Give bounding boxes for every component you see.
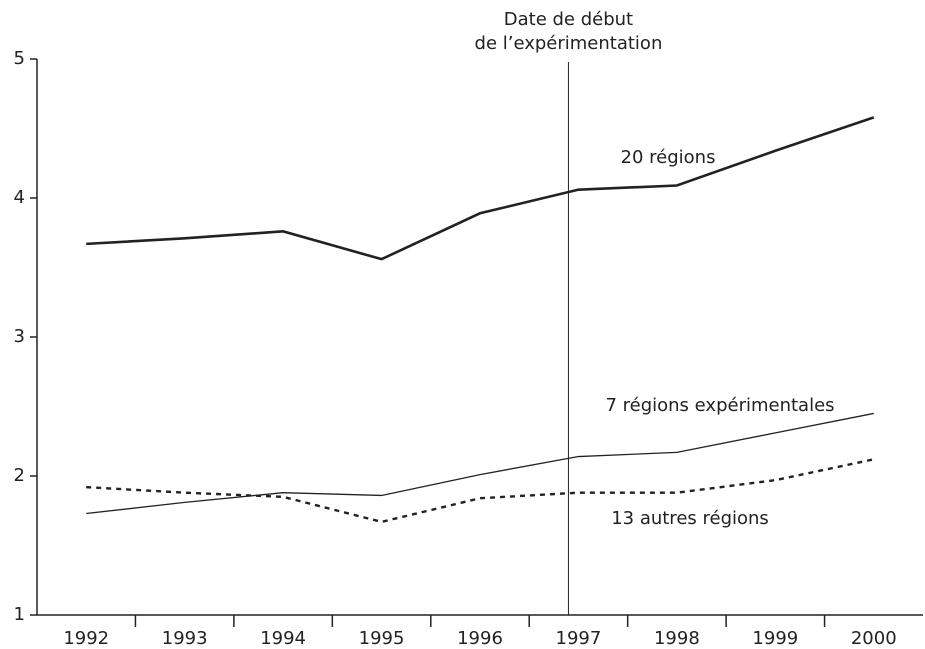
series-label: 13 autres régions [611, 508, 769, 529]
y-tick-label: 1 [14, 604, 25, 625]
annotation: Date de début [504, 9, 633, 30]
x-tick-label: 1992 [63, 628, 109, 649]
series-line [86, 412, 874, 515]
x-tick-label: 1996 [457, 628, 503, 649]
y-tick-label: 4 [14, 187, 25, 208]
y-tick-label: 3 [14, 326, 25, 347]
x-tick-label: 1995 [359, 628, 405, 649]
x-tick-label: 1994 [260, 628, 306, 649]
series-label: 7 régions expérimentales [605, 395, 834, 416]
x-tick-label: 1999 [752, 628, 798, 649]
x-tick-label: 2000 [851, 628, 897, 649]
x-tick-label: 1993 [162, 628, 208, 649]
annotation: de l’expérimentation [475, 33, 663, 54]
series-line [86, 116, 875, 261]
series-label: 20 régions [621, 147, 716, 168]
series-line [86, 458, 875, 524]
x-tick-label: 1998 [654, 628, 700, 649]
y-tick-label: 2 [14, 465, 25, 486]
x-tick-label: 1997 [556, 628, 602, 649]
y-tick-label: 5 [14, 48, 25, 69]
